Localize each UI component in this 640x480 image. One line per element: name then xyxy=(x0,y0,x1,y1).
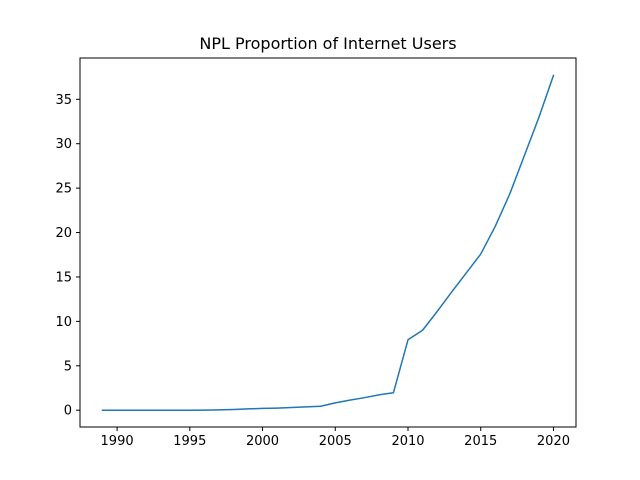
axes-layer: 1990 1995 2000 2005 2010 2015 2020 0 5 10 15 20 25 30… xyxy=(55,57,577,449)
series-layer xyxy=(101,74,555,411)
y-tick-label-20: 20 xyxy=(55,226,72,241)
x-tick-label-2000: 2000 xyxy=(246,434,279,449)
y-tick-label-10: 10 xyxy=(55,315,72,330)
y-tick-label-30: 30 xyxy=(55,137,72,152)
y-tick-label-15: 15 xyxy=(55,270,72,285)
y-tick-label-35: 35 xyxy=(55,93,72,108)
x-tick-label-2005: 2005 xyxy=(319,434,352,449)
plot-frame xyxy=(79,57,577,428)
y-tick-label-0: 0 xyxy=(64,404,72,419)
x-tick-label-2015: 2015 xyxy=(464,434,497,449)
x-tick-label-1990: 1990 xyxy=(101,434,134,449)
chart-title: NPL Proportion of Internet Users xyxy=(199,34,456,53)
y-tick-label-25: 25 xyxy=(55,182,72,197)
series-line-0 xyxy=(101,74,555,411)
x-tick-label-2020: 2020 xyxy=(537,434,570,449)
x-tick-label-1995: 1995 xyxy=(173,434,206,449)
y-tick-label-5: 5 xyxy=(64,359,72,374)
x-tick-label-2010: 2010 xyxy=(391,434,424,449)
